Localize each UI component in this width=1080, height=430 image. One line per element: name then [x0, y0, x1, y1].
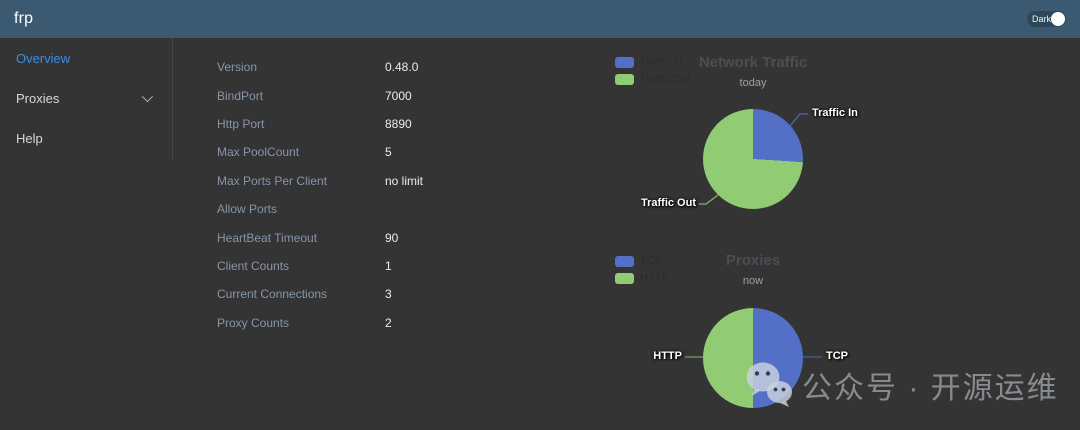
chart-subtitle: now — [742, 275, 764, 287]
row-label: Version — [217, 60, 258, 75]
legend-label: TCP — [640, 255, 662, 267]
dark-mode-toggle-label: Dark — [1032, 14, 1052, 24]
table-row: Max Ports Per Client no limit — [217, 167, 423, 195]
table-row: Allow Ports — [217, 195, 423, 223]
row-label: Allow Ports — [217, 202, 278, 217]
sidebar-item-help[interactable]: Help — [0, 118, 172, 158]
pie-slice-label-traffic-in: Traffic In — [812, 107, 858, 119]
chevron-down-icon — [141, 90, 154, 103]
chart-title: Proxies — [725, 252, 781, 269]
legend-label: HTTP — [640, 272, 669, 284]
row-value: 2 — [385, 315, 392, 330]
network-traffic-legend: Traffic In Traffic Out — [615, 56, 691, 90]
table-row: Http Port 8890 — [217, 110, 423, 138]
row-value: 1 — [385, 258, 392, 273]
table-row: Max PoolCount 5 — [217, 138, 423, 166]
sidebar-item-overview[interactable]: Overview — [0, 38, 172, 78]
legend-label: Traffic In — [640, 56, 683, 68]
row-value: 90 — [385, 230, 399, 245]
legend-item-traffic-out[interactable]: Traffic Out — [615, 73, 691, 85]
sidebar-divider — [172, 38, 173, 159]
legend-swatch — [615, 73, 634, 85]
row-value: 7000 — [385, 88, 412, 103]
chart-subtitle: today — [739, 77, 767, 89]
sidebar-item-label: Overview — [16, 50, 71, 66]
sidebar-item-label: Help — [16, 130, 43, 146]
row-label: HeartBeat Timeout — [217, 230, 318, 245]
legend-item-tcp[interactable]: TCP — [615, 255, 669, 267]
row-value: 3 — [385, 287, 392, 302]
network-traffic-title-block: Network Traffic today — [653, 54, 853, 89]
server-info-table: Version 0.48.0 BindPort 7000 Http Port 8890… — [217, 53, 423, 337]
sidebar-item-proxies[interactable]: Proxies — [0, 78, 172, 118]
row-value: 0.48.0 — [385, 60, 419, 75]
legend-swatch — [615, 272, 634, 284]
legend-label: Traffic Out — [640, 73, 691, 85]
table-row: Version 0.48.0 — [217, 53, 423, 81]
table-row: BindPort 7000 — [217, 81, 423, 109]
proxies-pie-chart[interactable] — [703, 308, 803, 408]
table-row: HeartBeat Timeout 90 — [217, 223, 423, 251]
dark-mode-toggle[interactable]: Dark — [1027, 11, 1066, 27]
legend-item-traffic-in[interactable]: Traffic In — [615, 56, 691, 68]
row-value: 5 — [385, 145, 392, 160]
pie-slice-label-traffic-out: Traffic Out — [640, 197, 696, 209]
row-label: BindPort — [217, 88, 264, 103]
row-label: Proxy Counts — [217, 315, 290, 330]
proxies-legend: TCP HTTP — [615, 255, 669, 289]
chart-title: Network Traffic — [698, 54, 808, 71]
pie-slice-label-tcp: TCP — [826, 350, 848, 362]
sidebar-nav: Overview Proxies Help — [0, 38, 172, 158]
row-value: no limit — [385, 173, 424, 188]
row-label: Max Ports Per Client — [217, 173, 328, 188]
table-row: Proxy Counts 2 — [217, 309, 423, 337]
top-bar: frp Dark — [0, 0, 1080, 38]
network-traffic-pie-chart[interactable] — [703, 109, 803, 209]
row-label: Client Counts — [217, 258, 290, 273]
pie-slice-label-http: HTTP — [653, 350, 682, 362]
watermark-text: 公众号 · 开源运维 — [802, 372, 1059, 405]
row-label: Max PoolCount — [217, 145, 300, 160]
row-value: 8890 — [385, 116, 412, 131]
legend-item-http[interactable]: HTTP — [615, 272, 669, 284]
proxies-title-block: Proxies now — [653, 252, 853, 287]
row-label: Http Port — [217, 116, 265, 131]
legend-swatch — [615, 255, 634, 267]
legend-swatch — [615, 56, 634, 68]
toggle-knob-icon — [1051, 12, 1065, 26]
table-row: Current Connections 3 — [217, 280, 423, 308]
row-label: Current Connections — [217, 287, 328, 302]
app-title: frp — [14, 10, 34, 27]
table-row: Client Counts 1 — [217, 252, 423, 280]
sidebar-item-label: Proxies — [16, 90, 60, 106]
